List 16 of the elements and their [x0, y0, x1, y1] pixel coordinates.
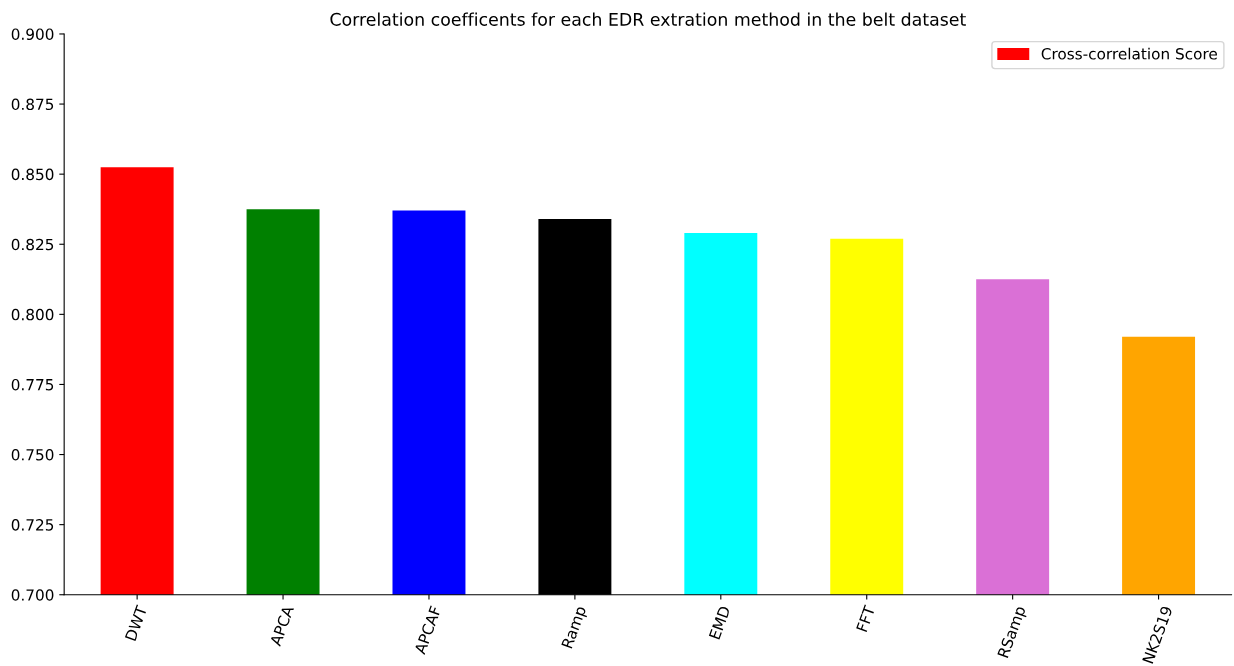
y-tick-label: 0.850 [11, 168, 54, 181]
y-tick-label: 0.750 [11, 449, 54, 461]
y-tick-label: 0.825 [11, 238, 54, 251]
y-tick-label: 0.800 [11, 308, 54, 321]
x-tick-label: EMD [708, 605, 731, 640]
x-tick-label: APCAF [413, 605, 442, 655]
y-tick-label: 0.725 [11, 519, 54, 531]
y-tick-label: 0.900 [11, 28, 54, 40]
y-tick-label: 0.700 [11, 589, 54, 601]
x-tick-label: APCA [269, 604, 295, 647]
x-tick-label: DWT [124, 604, 148, 642]
x-tick-label: FFT [856, 604, 876, 633]
legend-label: Cross-correlation Score [1041, 47, 1217, 60]
y-tick-label: 0.875 [11, 98, 54, 111]
chart-title: Correlation coefficents for each EDR extration method in the belt dataset [330, 12, 966, 26]
y-tick-label: 0.775 [11, 378, 54, 391]
